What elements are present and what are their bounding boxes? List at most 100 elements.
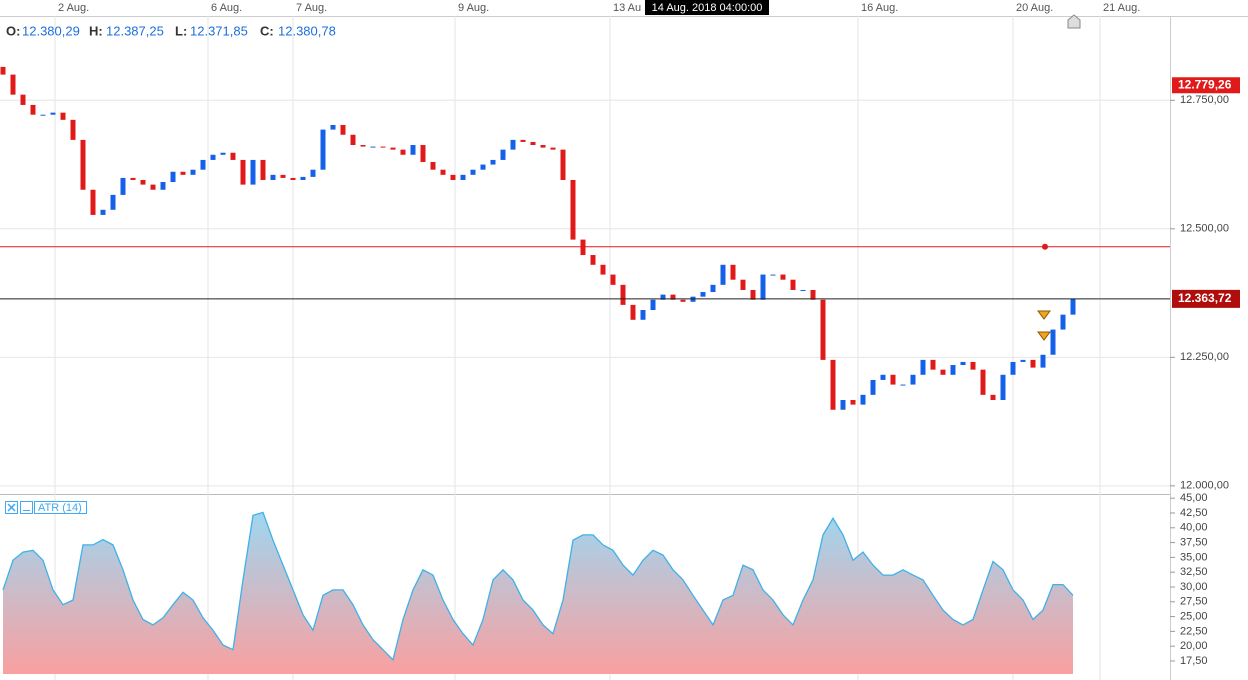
candle — [420, 145, 426, 162]
ohlc-value: 12.380,78 — [278, 23, 336, 38]
candle — [460, 174, 466, 180]
candle — [350, 134, 356, 146]
candle — [40, 114, 46, 116]
candle — [490, 159, 496, 165]
ohlc-key: H: — [89, 23, 103, 38]
candle — [560, 149, 566, 180]
high-box — [1172, 77, 1240, 94]
candle — [550, 147, 556, 150]
x-tick-label: 21 Aug. — [1103, 2, 1140, 14]
y-tick-label: 40,00 — [1180, 522, 1208, 534]
candle — [500, 149, 506, 160]
candle — [680, 299, 686, 302]
candle — [920, 359, 926, 375]
candle — [300, 176, 306, 180]
y-tick-label: 12.500,00 — [1180, 223, 1229, 235]
candle — [80, 139, 86, 190]
candle — [1030, 359, 1036, 368]
candle — [740, 279, 746, 290]
candle — [900, 384, 906, 386]
candle — [30, 104, 36, 115]
candle — [260, 159, 266, 180]
y-tick-label: 35,00 — [1180, 551, 1208, 563]
candle — [370, 146, 376, 148]
candle — [330, 124, 336, 130]
y-tick-label: 32,50 — [1180, 566, 1208, 578]
y-tick-label: 30,00 — [1180, 581, 1208, 593]
candle — [1020, 359, 1026, 362]
candle — [840, 399, 846, 410]
candle — [70, 119, 76, 140]
grid — [0, 16, 1170, 680]
candle — [930, 359, 936, 370]
ohlc-key: O: — [6, 23, 20, 38]
y-tick-label: 37,50 — [1180, 536, 1208, 548]
candle — [600, 264, 606, 275]
price-box — [1172, 289, 1240, 308]
high-label: 12.779,26 — [1178, 77, 1232, 91]
x-tick-label: 7 Aug. — [296, 2, 327, 14]
x-tick-label: 13 Au — [613, 2, 641, 14]
candle — [710, 284, 716, 293]
candle — [820, 299, 826, 360]
candle — [10, 74, 16, 95]
ohlc-key: L: — [175, 23, 187, 38]
minimize-button[interactable] — [20, 501, 33, 514]
candle — [730, 264, 736, 280]
marks — [0, 66, 1170, 674]
candle — [120, 177, 126, 195]
candle — [580, 239, 586, 256]
ohlc-header: O: 12.380,29 H: 12.387,25 L: 12.371,85 C… — [6, 23, 336, 38]
candle — [1000, 374, 1006, 400]
candle — [910, 374, 916, 385]
candle — [660, 294, 666, 300]
candle — [480, 164, 486, 170]
candle — [430, 161, 436, 170]
candle — [60, 112, 66, 120]
y-tick-label: 22,50 — [1180, 625, 1208, 637]
ohlc-value: 12.371,85 — [190, 23, 248, 38]
candle — [100, 209, 106, 215]
candle — [240, 159, 246, 185]
y-tick-label: 45,00 — [1180, 492, 1208, 504]
x-tick-label: 2 Aug. — [58, 2, 89, 14]
candle — [960, 361, 966, 366]
y-tick-label: 42,50 — [1180, 507, 1208, 519]
candle — [570, 179, 576, 240]
candle — [770, 274, 776, 276]
indicator-box[interactable] — [34, 501, 87, 514]
y-tick-label: 25,00 — [1180, 610, 1208, 622]
candle — [830, 359, 836, 410]
y-tick-label: 27,50 — [1180, 596, 1208, 608]
candle — [980, 369, 986, 395]
candle — [850, 399, 856, 405]
y-tick-label: 20,00 — [1180, 640, 1208, 652]
candle — [860, 394, 866, 405]
candle — [380, 146, 386, 148]
candle — [410, 145, 416, 155]
candle — [630, 304, 636, 320]
ohlc-value: 12.380,29 — [22, 23, 80, 38]
candle — [400, 149, 406, 155]
candle — [990, 394, 996, 400]
candle — [110, 194, 116, 210]
candle — [940, 369, 946, 375]
candle — [20, 94, 26, 105]
candle — [230, 152, 236, 160]
candle — [320, 129, 326, 170]
candle — [800, 289, 806, 291]
alert-dot — [1042, 243, 1048, 250]
candle — [1050, 329, 1056, 355]
candle — [220, 152, 226, 155]
ohlc-value: 12.387,25 — [106, 23, 164, 38]
candle — [190, 169, 196, 175]
candle — [450, 174, 456, 180]
signal-marker — [1037, 331, 1051, 341]
candle — [1040, 354, 1046, 368]
home-icon[interactable] — [1067, 14, 1081, 29]
candle — [150, 184, 156, 190]
candle — [540, 145, 546, 148]
ohlc-key: C: — [260, 23, 274, 38]
